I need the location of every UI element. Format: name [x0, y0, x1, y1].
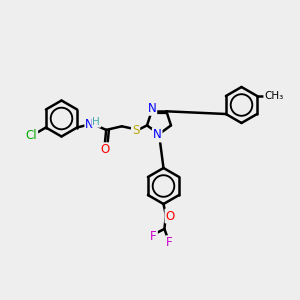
Text: S: S [132, 124, 139, 137]
Text: N: N [153, 128, 162, 142]
Text: O: O [166, 209, 175, 223]
Text: F: F [150, 230, 157, 243]
Text: O: O [100, 143, 109, 156]
Text: CH₃: CH₃ [264, 91, 284, 101]
Text: F: F [166, 236, 173, 249]
Text: H: H [92, 117, 100, 127]
Text: N: N [148, 102, 156, 115]
Text: N: N [85, 118, 94, 131]
Text: Cl: Cl [26, 129, 37, 142]
